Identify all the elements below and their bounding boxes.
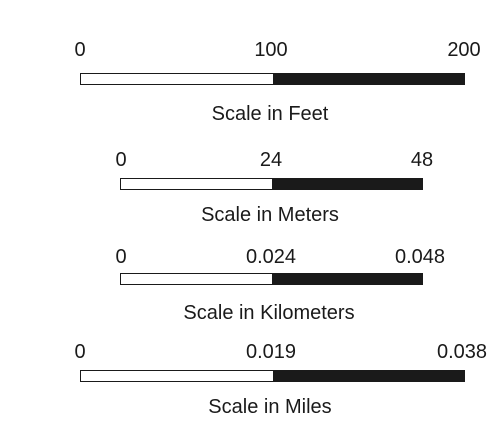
scale-bar-graphic (80, 370, 465, 382)
tick-label-end: 0.048 (394, 246, 446, 268)
scale-bar-dark-segment (272, 371, 464, 381)
tick-label-end: 0.038 (436, 341, 488, 363)
scale-caption: Scale in Feet (211, 103, 329, 125)
scale-bar-graphic (80, 73, 465, 85)
tick-label-mid: 100 (254, 39, 288, 61)
scale-bar-graphic (120, 273, 423, 285)
tick-label-end: 48 (410, 149, 434, 171)
scale-caption: Scale in Miles (208, 396, 332, 418)
tick-label-start: 0 (74, 341, 86, 363)
tick-label-mid: 0.019 (245, 341, 297, 363)
scale-bar-dark-segment (272, 74, 464, 84)
scale-bar-dark-segment (271, 274, 422, 284)
scale-bar-dark-segment (271, 179, 422, 189)
tick-label-end: 200 (447, 39, 481, 61)
tick-label-start: 0 (115, 246, 127, 268)
tick-label-mid: 24 (259, 149, 283, 171)
tick-label-mid: 0.024 (245, 246, 297, 268)
tick-label-start: 0 (115, 149, 127, 171)
scale-bar-graphic (120, 178, 423, 190)
tick-label-start: 0 (74, 39, 86, 61)
scale-caption: Scale in Meters (201, 204, 339, 226)
scale-caption: Scale in Kilometers (183, 302, 355, 324)
